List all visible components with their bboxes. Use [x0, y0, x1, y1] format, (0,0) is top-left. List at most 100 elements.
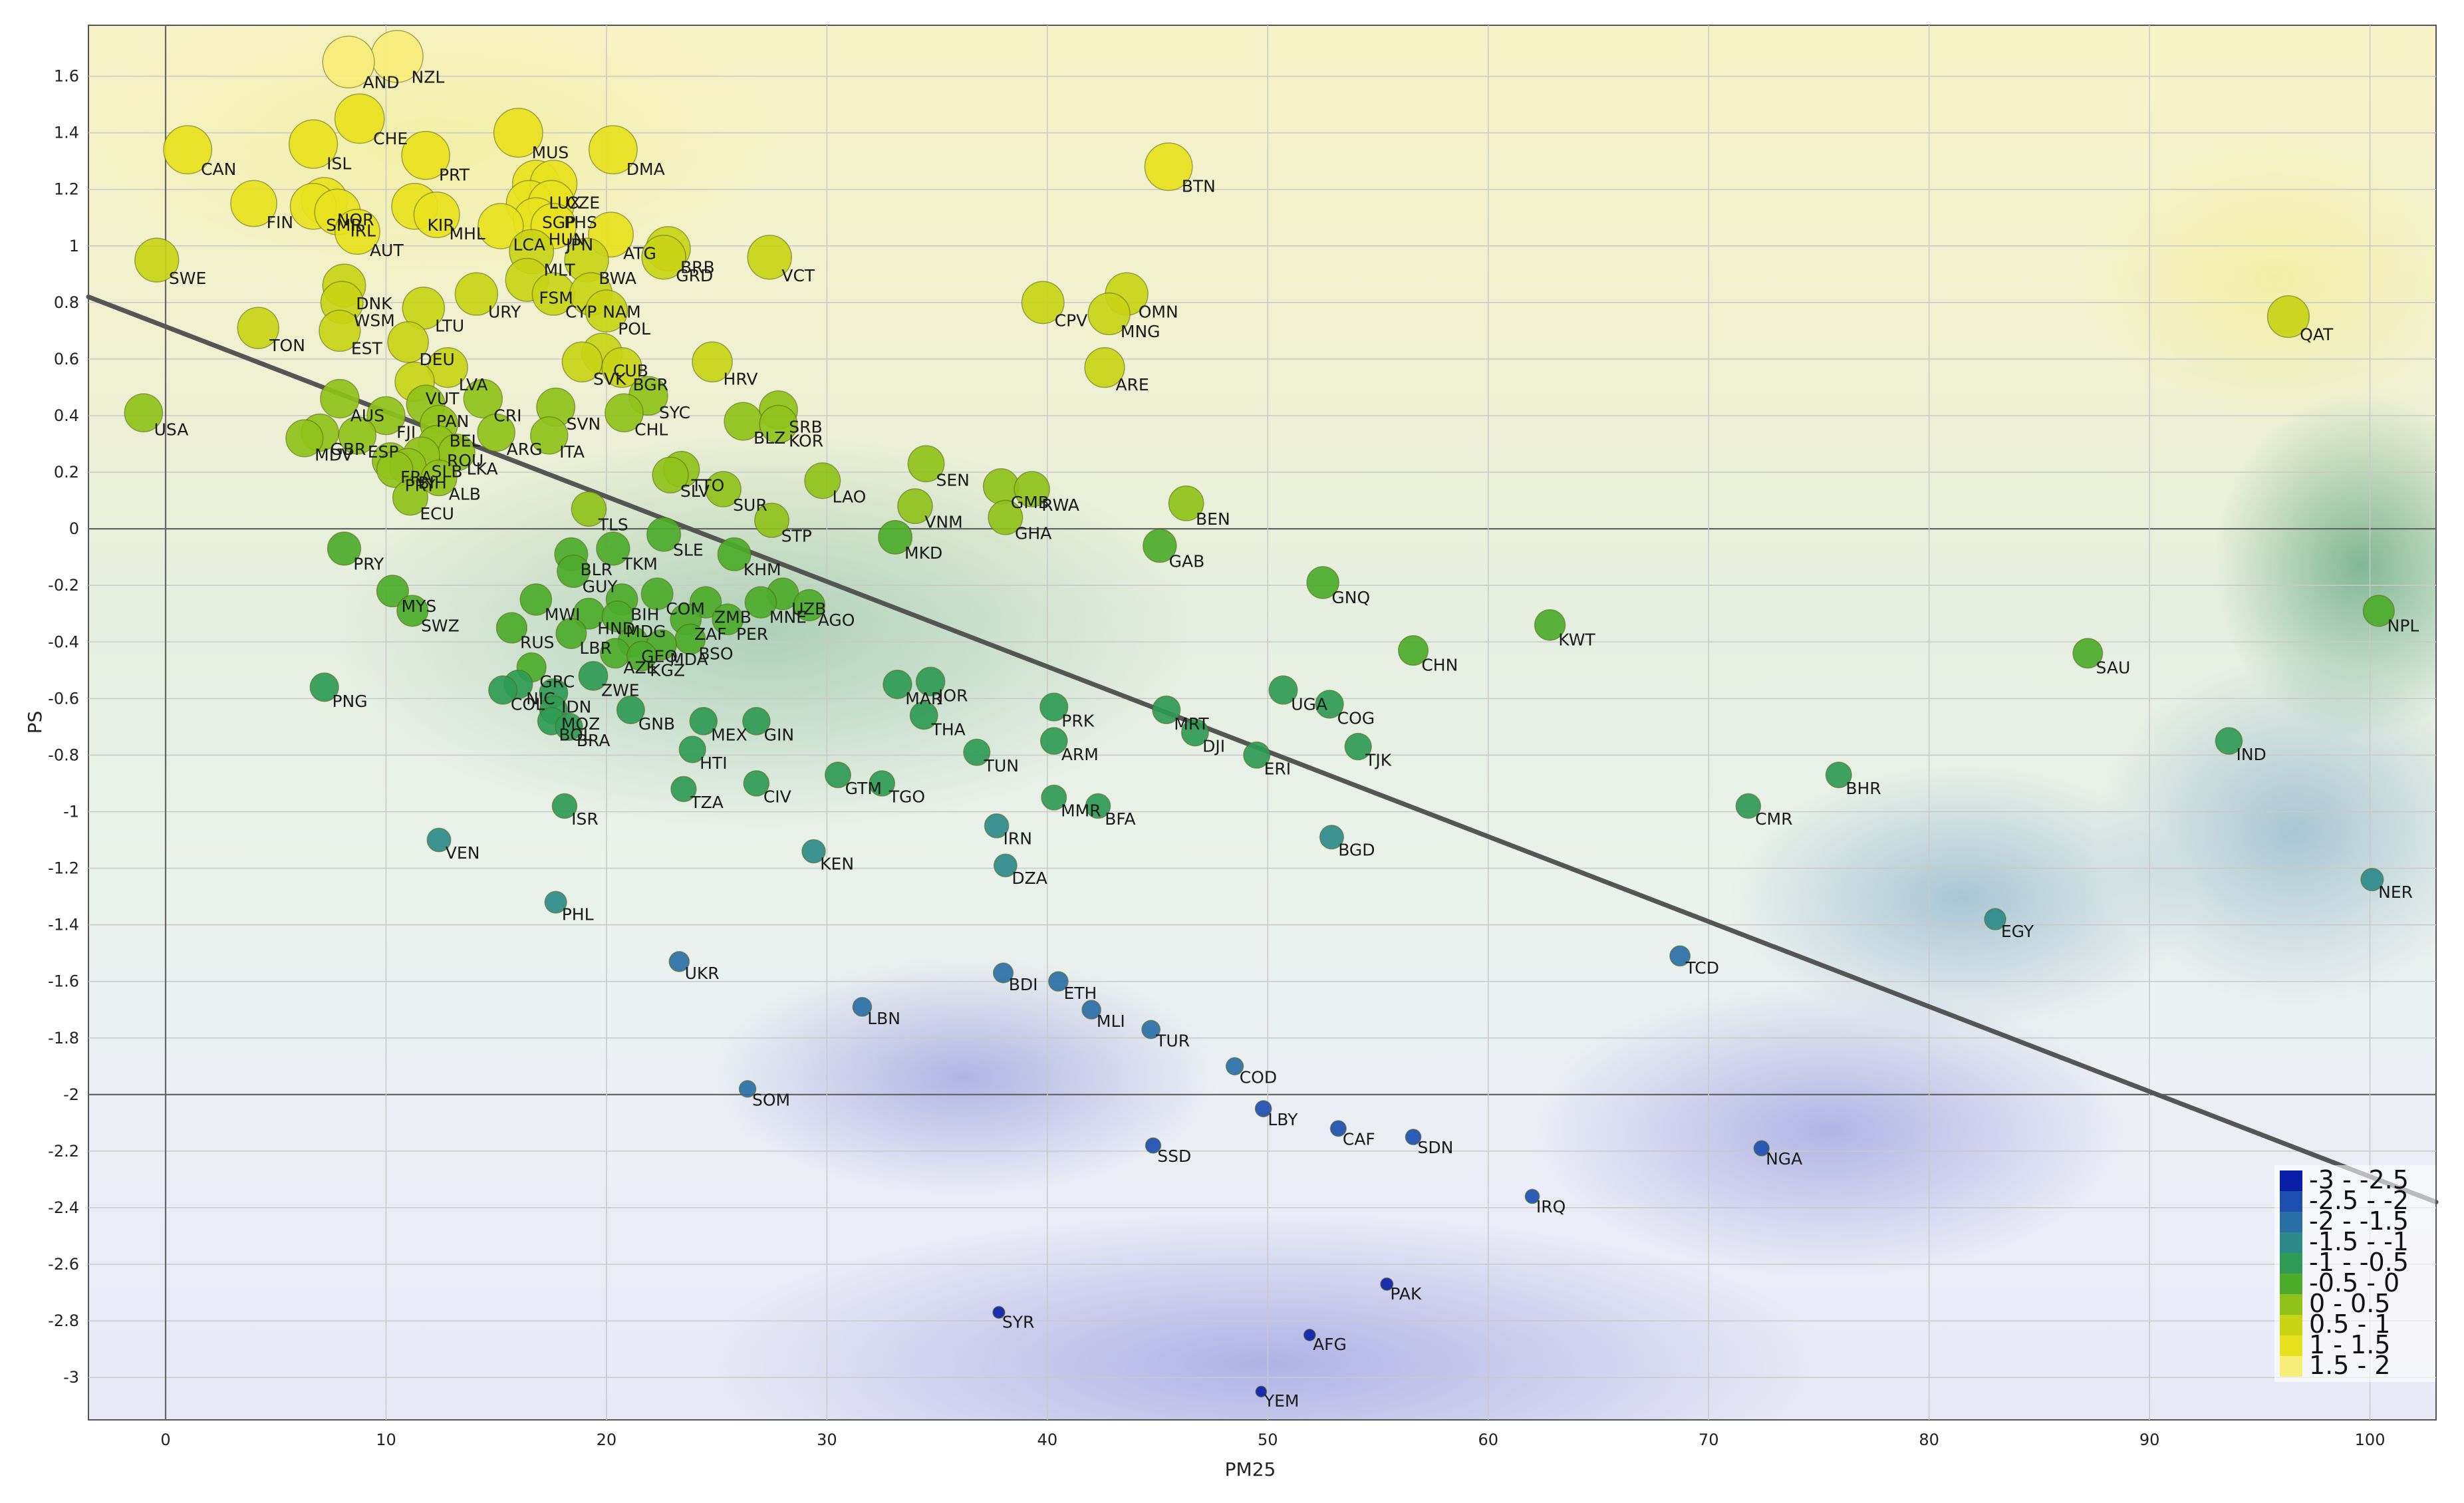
point-label: PAN	[436, 412, 469, 431]
x-tick-label: 10	[376, 1431, 396, 1449]
point-label: GRD	[676, 266, 713, 285]
point-tls	[571, 491, 607, 527]
point-label: ISL	[327, 154, 351, 174]
point-label: HRV	[724, 370, 758, 389]
legend-swatch	[2280, 1294, 2302, 1315]
point-ton	[237, 307, 279, 349]
point-label: GHA	[1015, 523, 1051, 543]
point-ury	[454, 272, 499, 316]
point-bfa	[1085, 793, 1111, 819]
point-label: BTN	[1182, 176, 1216, 196]
point-label: VCT	[781, 266, 815, 285]
point-label: MLT	[543, 261, 575, 280]
point-label: NAM	[603, 303, 640, 322]
point-sau	[2072, 638, 2104, 669]
point-label: MNE	[769, 608, 807, 627]
point-label: SDN	[1417, 1138, 1453, 1157]
point-tza	[670, 775, 697, 803]
point-label: BGR	[633, 375, 668, 394]
y-tick-label: 0	[69, 519, 79, 538]
point-are	[1084, 347, 1125, 388]
point-label: CPV	[1055, 311, 1088, 330]
point-label: BGD	[1338, 841, 1375, 860]
point-label: DNK	[356, 294, 392, 313]
point-dji	[1180, 718, 1209, 747]
point-label: CAF	[1343, 1129, 1375, 1149]
point-label: GNB	[638, 714, 675, 734]
point-label: KGZ	[650, 661, 685, 680]
legend-label: -1.5 - -1	[2309, 1227, 2409, 1256]
point-label: COM	[666, 599, 705, 618]
point-sdn	[1405, 1129, 1422, 1146]
point-pol	[585, 289, 628, 333]
point-label: BDI	[1009, 975, 1038, 994]
point-kgz	[626, 640, 657, 672]
point-and	[322, 35, 375, 88]
legend-label: -2.5 - -2	[2309, 1186, 2409, 1215]
point-label: CHE	[373, 129, 408, 148]
point-mhl	[413, 191, 460, 239]
point-rwa	[1014, 471, 1050, 507]
point-label: UZB	[791, 599, 826, 618]
point-swe	[134, 237, 180, 283]
point-label: ROU	[447, 451, 483, 470]
x-tick-labels: 0 10 20 30 40 50 60 70 80 90 100	[160, 1431, 2385, 1449]
legend-swatch	[2280, 1253, 2302, 1274]
point-caf	[1329, 1120, 1347, 1137]
point-label: IRN	[1004, 829, 1032, 849]
point-kor	[759, 404, 798, 444]
point-gnq	[1306, 566, 1339, 599]
legend-label: -3 - -2.5	[2309, 1165, 2409, 1194]
y-tick-label: -0.2	[48, 576, 79, 595]
point-grd	[641, 235, 686, 280]
y-tick-label: -0.8	[48, 746, 79, 764]
point-afg	[1303, 1328, 1316, 1341]
point-label: MNG	[1121, 322, 1161, 341]
point-label: PRK	[1061, 712, 1094, 731]
point-label: STP	[781, 527, 812, 546]
point-label: TZA	[690, 793, 724, 812]
point-label: VNM	[924, 512, 962, 531]
legend-swatch	[2280, 1191, 2302, 1212]
y-tick-label: 0.2	[54, 463, 79, 481]
point-label: ZAF	[694, 624, 727, 644]
point-ita	[529, 416, 569, 455]
y-tick-label: 0.4	[54, 406, 79, 425]
y-tick-label: 1.4	[54, 124, 79, 142]
point-vct	[747, 235, 792, 280]
point-label: PNG	[332, 692, 367, 711]
legend-label: 0 - 0.5	[2309, 1289, 2390, 1318]
point-eri	[1243, 741, 1271, 769]
point-phl	[544, 890, 567, 914]
point-fji	[366, 396, 406, 436]
y-tick-label: 0.6	[54, 350, 79, 368]
point-label: LAO	[832, 487, 866, 507]
point-usa	[124, 393, 164, 433]
point-label: LBR	[579, 638, 611, 658]
point-label: HTI	[700, 753, 727, 773]
point-label: IRQ	[1536, 1197, 1566, 1216]
point-khm	[717, 537, 752, 571]
point-tkm	[596, 531, 630, 566]
point-label: SEN	[936, 470, 970, 489]
point-hti	[678, 736, 706, 763]
point-per	[712, 603, 744, 636]
point-label: UGA	[1291, 694, 1327, 714]
point-mkd	[878, 519, 913, 555]
point-label: ARE	[1115, 375, 1149, 394]
point-label: AGO	[818, 611, 855, 630]
point-label: SLV	[680, 481, 710, 501]
point-mar	[883, 669, 912, 700]
point-dma	[588, 125, 638, 175]
legend-swatch	[2280, 1274, 2302, 1294]
point-label: CHL	[634, 420, 668, 439]
point-uga	[1268, 675, 1298, 705]
point-label: GAB	[1169, 551, 1205, 571]
point-label: EGY	[2001, 922, 2034, 941]
plot-frame	[88, 25, 2437, 1421]
point-label: NOR	[337, 210, 374, 229]
y-tick-label: -2.2	[48, 1142, 79, 1161]
point-label: MUS	[532, 143, 569, 162]
